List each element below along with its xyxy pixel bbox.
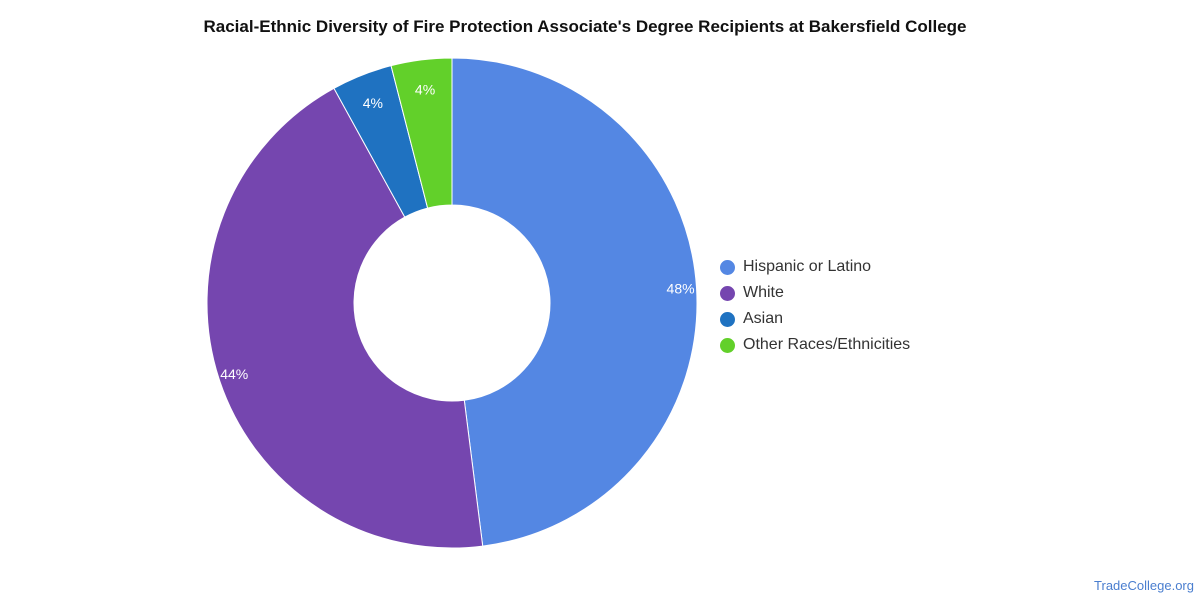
chart-title: Racial-Ethnic Diversity of Fire Protecti…	[203, 17, 967, 36]
legend-swatch	[720, 311, 735, 327]
watermark: TradeCollege.org	[1094, 578, 1194, 593]
legend-swatch	[720, 337, 735, 353]
slice-label: 44%	[220, 366, 248, 382]
legend-swatch	[720, 285, 735, 301]
legend-label: Asian	[743, 310, 784, 327]
slice-label: 4%	[363, 95, 383, 111]
slice-hispanic-or-latino[interactable]	[451, 57, 698, 547]
legend-item[interactable]: White	[720, 280, 910, 306]
slice-label: 4%	[415, 82, 435, 98]
legend-item[interactable]: Hispanic or Latino	[720, 254, 910, 280]
legend-swatch	[720, 259, 735, 275]
legend-item[interactable]: Other Races/Ethnicities	[720, 332, 910, 358]
legend-label: Other Races/Ethnicities	[743, 336, 911, 353]
legend: Hispanic or Latino White Asian Other Races/…	[720, 254, 910, 358]
legend-item[interactable]: Asian	[720, 306, 910, 332]
legend-label: Hispanic or Latino	[743, 258, 872, 275]
slice-white[interactable]	[206, 87, 484, 549]
slice-label: 48%	[667, 281, 695, 297]
legend-label: White	[743, 284, 784, 301]
slice-other-races-ethnicities[interactable]	[390, 57, 453, 209]
